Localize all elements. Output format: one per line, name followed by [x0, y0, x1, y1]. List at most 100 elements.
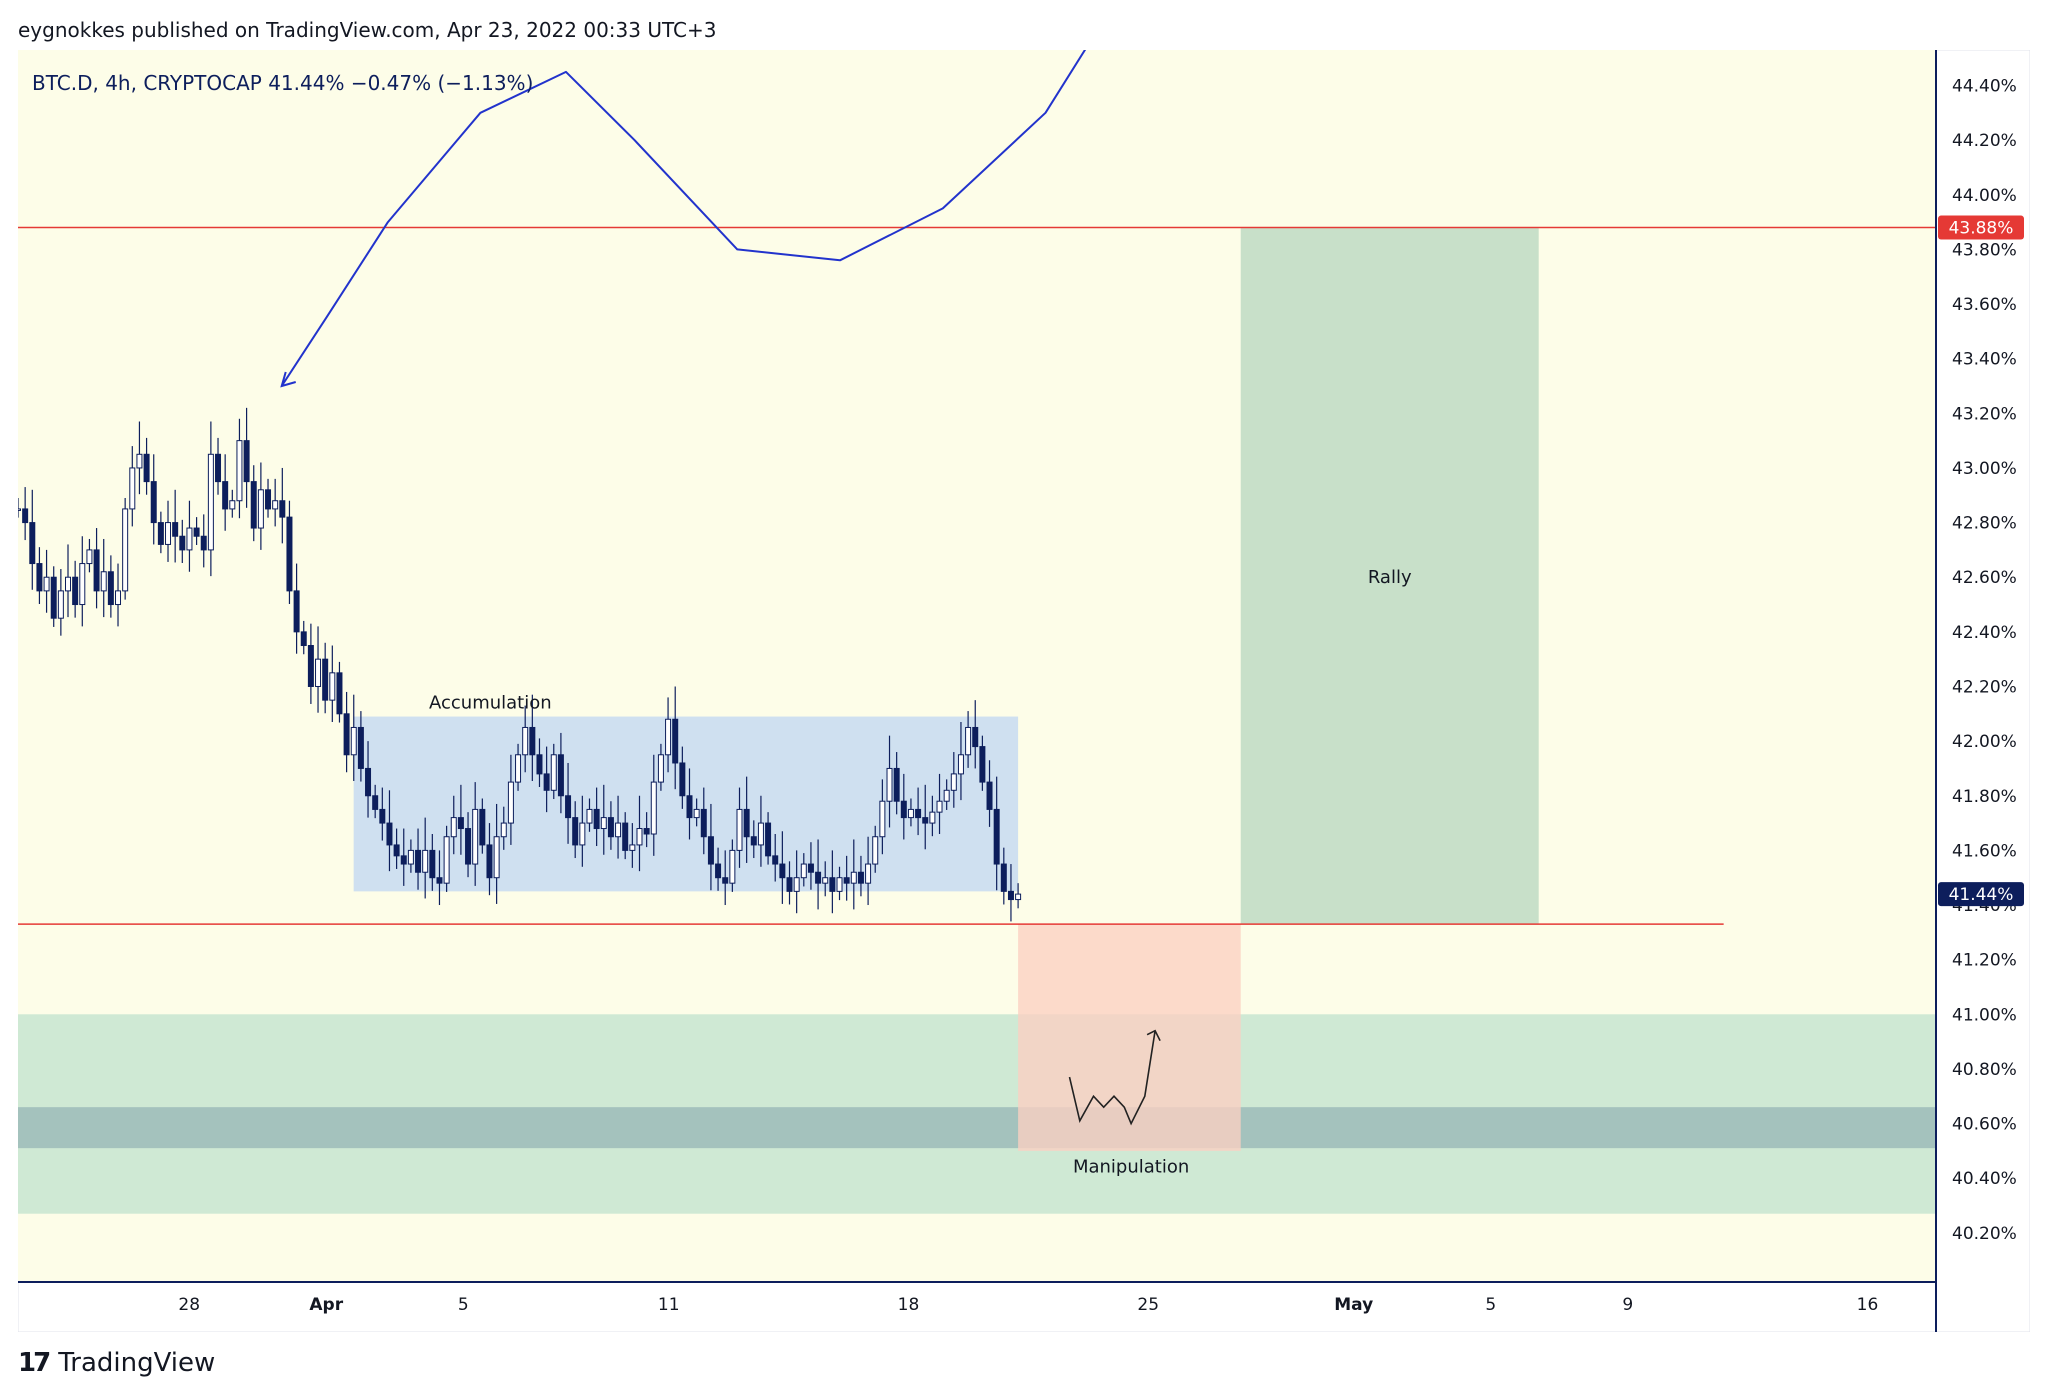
candle-body-95	[693, 808, 700, 819]
candle-body-108	[786, 877, 793, 892]
candle-body-3	[36, 563, 43, 592]
candle-body-8	[72, 576, 79, 606]
candle-body-26	[200, 535, 207, 551]
candle-body-137	[993, 808, 1000, 865]
candle-body-17	[136, 453, 143, 469]
candle-body-59	[436, 877, 443, 884]
candle-body-72	[529, 726, 536, 756]
candle-body-78	[572, 817, 579, 846]
candle-body-103	[750, 836, 757, 846]
candle-body-102	[743, 808, 750, 838]
squiggle-arrow-icon	[1146, 1029, 1161, 1042]
candle-body-65	[479, 808, 486, 846]
candle-body-20	[157, 522, 164, 545]
candle-body-75	[550, 754, 557, 791]
candle-body-116	[843, 877, 850, 884]
candle-body-100	[729, 849, 736, 884]
candle-body-81	[593, 808, 600, 830]
candle-body-77	[565, 795, 572, 819]
accumulation-box	[353, 716, 1019, 892]
candle-body-2	[29, 522, 36, 565]
candle-body-49	[365, 767, 372, 797]
candle-body-30	[229, 500, 236, 510]
x-tick-4: 18	[898, 1295, 920, 1315]
y-tick-10: 42.40%	[1952, 623, 2017, 643]
y-tick-13: 41.80%	[1952, 787, 2017, 807]
candle-body-99	[722, 877, 729, 884]
candle-body-107	[779, 863, 786, 879]
candle-body-109	[793, 877, 800, 892]
candle-body-121	[879, 800, 886, 838]
candle-body-79	[579, 822, 586, 846]
candle-body-96	[700, 808, 707, 838]
y-tick-1: 44.20%	[1952, 131, 2017, 151]
y-tick-20: 40.40%	[1952, 1169, 2017, 1189]
candle-body-90	[657, 754, 664, 783]
candle-body-31	[236, 440, 243, 502]
candle-body-135	[979, 746, 986, 783]
candle-body-43	[322, 658, 329, 701]
price-label-bg-1	[1938, 882, 2024, 907]
y-tick-8: 42.80%	[1952, 514, 2017, 534]
y-tick-6: 43.20%	[1952, 404, 2017, 424]
manipulation-squiggle	[1068, 1030, 1156, 1126]
x-tick-3: 11	[658, 1295, 680, 1315]
candle-body-61	[450, 817, 457, 838]
price-label-0: 43.88%	[1949, 219, 2014, 239]
y-tick-3: 43.80%	[1952, 240, 2017, 260]
candle-body-83	[607, 817, 614, 838]
price-chart[interactable]: Accumulation Rally Manipulation BTC.D, 4h, …	[14, 0, 2031, 1333]
candle-body-73	[536, 754, 543, 775]
candle-body-58	[429, 849, 436, 879]
tradingview-logo-icon: 17	[18, 1348, 51, 1378]
candle-body-34	[257, 489, 264, 529]
candle-body-6	[57, 590, 64, 619]
candle-body-13	[107, 571, 114, 606]
accumulation-label: Accumulation	[429, 693, 552, 714]
support-zone-1	[18, 1107, 1936, 1149]
candle-body-50	[372, 795, 379, 810]
candle-body-37	[279, 500, 286, 518]
candle-body-52	[386, 822, 393, 846]
candle-body-115	[836, 877, 843, 892]
candle-body-84	[615, 822, 622, 838]
candle-body-56	[415, 849, 422, 873]
candle-body-67	[493, 836, 500, 879]
candle-body-113	[822, 877, 829, 884]
candle-body-60	[443, 836, 450, 884]
manipulation-box	[1018, 924, 1241, 1151]
candle-body-88	[643, 828, 650, 835]
tradingview-brand[interactable]: 17 TradingView	[18, 1348, 215, 1378]
candle-body-101	[736, 808, 743, 851]
y-tick-0: 44.40%	[1952, 77, 2017, 97]
y-tick-4: 43.60%	[1952, 295, 2017, 315]
candle-body-25	[193, 527, 200, 537]
candle-body-124	[900, 800, 907, 819]
candle-body-1	[22, 508, 29, 524]
candle-body-44	[329, 672, 336, 701]
y-tick-16: 41.20%	[1952, 951, 2017, 971]
candle-body-51	[379, 808, 386, 824]
candle-body-42	[315, 658, 322, 687]
candle-body-10	[86, 549, 93, 565]
chart-svg[interactable]: Accumulation Rally Manipulation BTC.D, 4h, …	[14, 0, 2031, 1333]
candle-body-80	[586, 808, 593, 824]
candle-body-7	[65, 576, 72, 592]
candle-body-4	[43, 576, 50, 592]
x-tick-1: Apr	[309, 1295, 343, 1315]
candle-body-82	[600, 817, 607, 830]
candle-body-76	[557, 754, 564, 797]
candle-body-112	[815, 871, 822, 884]
candle-body-118	[857, 871, 864, 884]
brand-name: TradingView	[58, 1348, 216, 1378]
candle-body-5	[50, 576, 57, 619]
curve-arrow-icon	[280, 371, 296, 388]
candle-body-64	[472, 808, 479, 865]
candle-body-21	[165, 522, 172, 545]
y-tick-14: 41.60%	[1952, 841, 2017, 861]
candle-body-86	[629, 844, 636, 851]
candle-body-93	[679, 762, 686, 797]
candle-body-87	[636, 828, 643, 846]
rally-label: Rally	[1368, 567, 1412, 588]
candle-body-46	[343, 713, 350, 756]
